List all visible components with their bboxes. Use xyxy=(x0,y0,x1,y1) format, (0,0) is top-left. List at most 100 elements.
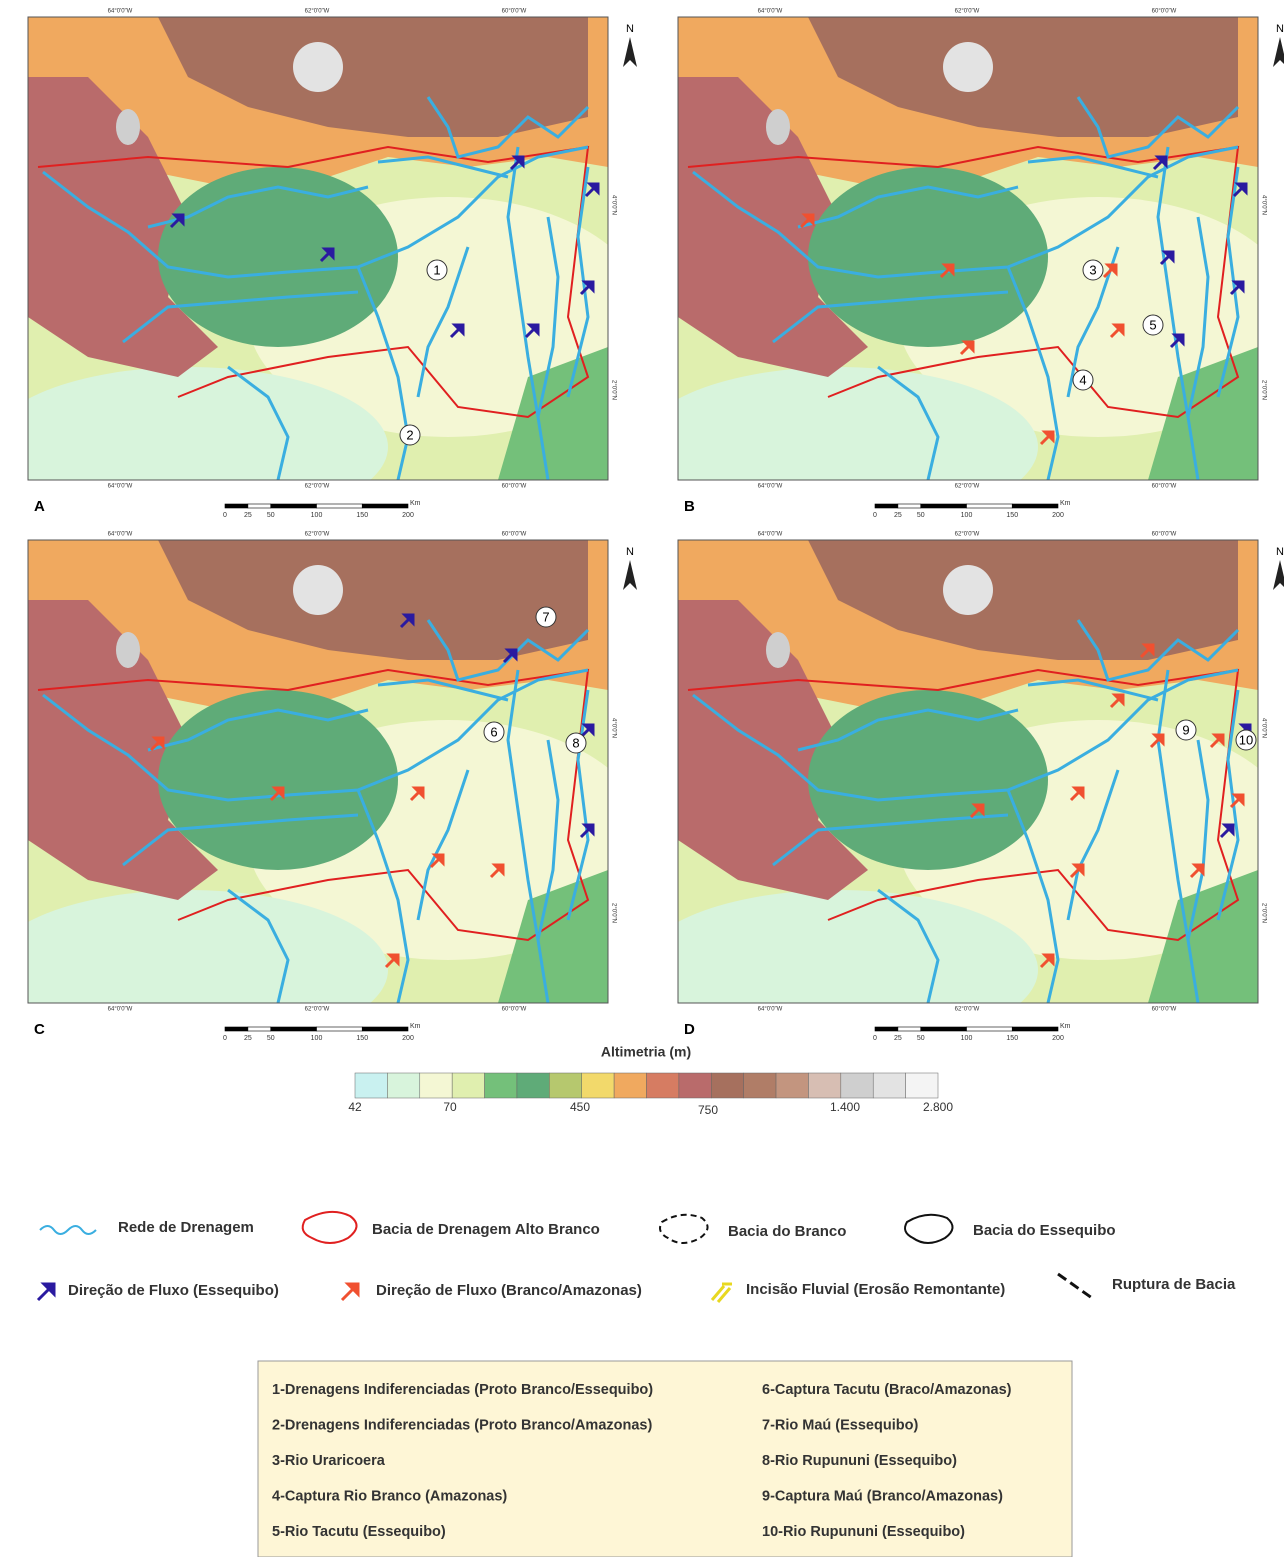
scale-segment xyxy=(1012,504,1058,508)
north-label: N xyxy=(1276,23,1284,35)
figure: 1264°0'0"W64°0'0"W62°0'0"W62°0'0"W60°0'0… xyxy=(0,0,1284,1557)
green-lowland xyxy=(158,167,398,347)
longitude-label: 60°0'0"W xyxy=(1152,1007,1177,1013)
longitude-label: 62°0'0"W xyxy=(305,484,330,490)
marker-label: 4 xyxy=(1079,372,1086,387)
southern-plain xyxy=(638,890,1038,1050)
peak xyxy=(943,42,993,92)
scale-segment xyxy=(921,504,967,508)
scale-segment xyxy=(1012,1027,1058,1031)
key-item: 7-Rio Maú (Essequibo) xyxy=(762,1417,918,1433)
longitude-label: 64°0'0"W xyxy=(758,9,783,15)
color-swatch xyxy=(647,1073,679,1098)
latitude-label: 2°0'0"N xyxy=(610,903,616,923)
color-swatch xyxy=(679,1073,711,1098)
peak xyxy=(766,632,790,668)
scale-segment xyxy=(898,1027,921,1031)
scale-segment xyxy=(225,1027,248,1031)
scale-unit: Km xyxy=(1060,1023,1071,1030)
scale-label: 100 xyxy=(311,512,323,519)
key-item: 9-Captura Maú (Branco/Amazonas) xyxy=(762,1488,1003,1504)
latitude-label: 4°0'0"N xyxy=(610,195,616,215)
scale-label: 25 xyxy=(894,1035,902,1042)
scale-label: 150 xyxy=(1006,1035,1018,1042)
panel-label: D xyxy=(684,1021,695,1038)
green-lowland xyxy=(158,690,398,870)
scale-segment xyxy=(967,1027,1013,1031)
green-lowland xyxy=(808,690,1048,870)
peak xyxy=(766,109,790,145)
color-swatch xyxy=(452,1073,484,1098)
north-label: N xyxy=(1276,546,1284,558)
scale-label: 50 xyxy=(917,512,925,519)
legend-river xyxy=(40,1226,96,1234)
key-item: 3-Rio Uraricoera xyxy=(272,1453,386,1469)
scale-label: 0 xyxy=(223,1035,227,1042)
scale-segment xyxy=(317,504,363,508)
marker-label: 3 xyxy=(1089,262,1096,277)
north-arrow xyxy=(1273,37,1284,67)
longitude-label: 64°0'0"W xyxy=(758,1007,783,1013)
color-swatch xyxy=(873,1073,905,1098)
longitude-label: 62°0'0"W xyxy=(955,484,980,490)
color-swatch xyxy=(614,1073,646,1098)
longitude-label: 60°0'0"W xyxy=(502,9,527,15)
peak xyxy=(116,109,140,145)
longitude-label: 64°0'0"W xyxy=(758,484,783,490)
longitude-label: 64°0'0"W xyxy=(758,532,783,538)
north-arrow xyxy=(1273,560,1284,590)
scale-label: 100 xyxy=(311,1035,323,1042)
legend-arrow-blue xyxy=(38,1284,54,1300)
marker-label: 9 xyxy=(1182,722,1189,737)
legend-label: Incisão Fluvial (Erosão Remontante) xyxy=(746,1281,1005,1298)
scale-segment xyxy=(967,504,1013,508)
green-lowland xyxy=(808,167,1048,347)
key-item: 4-Captura Rio Branco (Amazonas) xyxy=(272,1488,507,1504)
scale-label: 0 xyxy=(223,512,227,519)
altimetry-label: 2.800 xyxy=(923,1100,953,1114)
legend-label: Bacia do Essequibo xyxy=(973,1222,1116,1239)
scale-label: 0 xyxy=(873,512,877,519)
scale-segment xyxy=(248,504,271,508)
scale-label: 200 xyxy=(402,1035,414,1042)
longitude-label: 62°0'0"W xyxy=(305,9,330,15)
legend-label: Direção de Fluxo (Branco/Amazonas) xyxy=(376,1282,642,1299)
map-panel: 91064°0'0"W64°0'0"W62°0'0"W62°0'0"W60°0'… xyxy=(638,532,1284,1050)
peak xyxy=(293,42,343,92)
latitude-label: 2°0'0"N xyxy=(1260,380,1266,400)
color-swatch xyxy=(744,1073,776,1098)
key-item: 8-Rio Rupununi (Essequibo) xyxy=(762,1453,957,1469)
scale-unit: Km xyxy=(410,500,421,507)
scale-label: 150 xyxy=(356,1035,368,1042)
longitude-label: 60°0'0"W xyxy=(502,1007,527,1013)
longitude-label: 62°0'0"W xyxy=(955,9,980,15)
scale-segment xyxy=(921,1027,967,1031)
color-swatch xyxy=(355,1073,387,1098)
scale-label: 50 xyxy=(267,512,275,519)
scale-segment xyxy=(248,1027,271,1031)
longitude-label: 64°0'0"W xyxy=(108,484,133,490)
legend-label: Rede de Drenagem xyxy=(118,1219,254,1236)
north-arrow xyxy=(623,560,637,590)
altimetry-label: 42 xyxy=(348,1100,362,1114)
latitude-label: 2°0'0"N xyxy=(1260,903,1266,923)
longitude-label: 60°0'0"W xyxy=(1152,484,1177,490)
scale-segment xyxy=(898,504,921,508)
legend-basin-black xyxy=(905,1215,953,1243)
scale-label: 150 xyxy=(1006,512,1018,519)
scale-label: 25 xyxy=(894,512,902,519)
altimetry-label: 1.400 xyxy=(830,1100,860,1114)
longitude-label: 62°0'0"W xyxy=(305,532,330,538)
scale-unit: Km xyxy=(1060,500,1071,507)
map-image xyxy=(0,17,648,527)
scale-label: 100 xyxy=(961,512,973,519)
longitude-label: 62°0'0"W xyxy=(955,1007,980,1013)
marker-label: 10 xyxy=(1239,732,1253,747)
marker-label: 6 xyxy=(490,724,497,739)
map-panel: 67864°0'0"W64°0'0"W62°0'0"W62°0'0"W60°0'… xyxy=(0,532,648,1050)
scale-label: 100 xyxy=(961,1035,973,1042)
altimetry-label: 750 xyxy=(698,1103,718,1117)
color-swatch xyxy=(808,1073,840,1098)
north-arrow xyxy=(623,37,637,67)
scale-segment xyxy=(317,1027,363,1031)
